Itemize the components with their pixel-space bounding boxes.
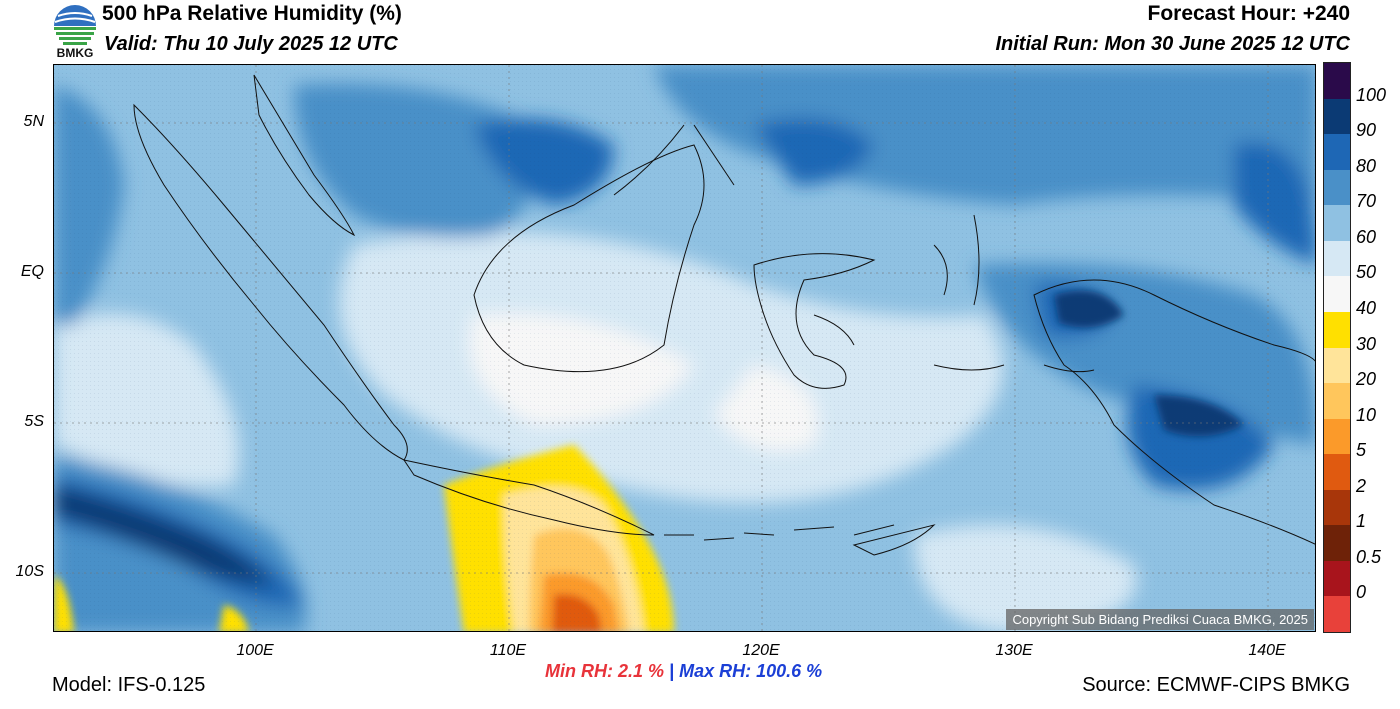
- colorbar-label: 60: [1356, 226, 1377, 247]
- min-max-readout: Min RH: 2.1 % | Max RH: 100.6 %: [545, 661, 822, 682]
- colorbar-label: 70: [1356, 191, 1377, 212]
- colorbar-segment: [1324, 240, 1350, 277]
- colorbar: [1323, 62, 1351, 633]
- colorbar-segment: [1324, 98, 1350, 135]
- colorbar-label: 2: [1356, 475, 1367, 496]
- min-rh-label: Min RH:: [545, 661, 613, 681]
- colorbar-label: 90: [1356, 120, 1377, 141]
- lat-label-5n: 5N: [23, 113, 44, 130]
- colorbar-label: 80: [1356, 155, 1377, 176]
- colorbar-segment: [1324, 383, 1350, 419]
- lat-label-5s: 5S: [24, 413, 44, 430]
- lat-label-10s: 10S: [15, 563, 44, 580]
- humidity-map: Copyright Sub Bidang Prediksi Cuaca BMKG…: [53, 64, 1316, 632]
- colorbar-segment: [1324, 489, 1350, 526]
- colorbar-label: 50: [1356, 262, 1377, 283]
- data-source: Source: ECMWF-CIPS BMKG: [1082, 674, 1350, 696]
- forecast-hour: Forecast Hour: +240: [1147, 2, 1351, 25]
- colorbar-label: 5: [1356, 440, 1367, 461]
- map-title: 500 hPa Relative Humidity (%): [102, 2, 402, 25]
- colorbar-segment: [1324, 169, 1350, 206]
- colorbar-segment: [1324, 311, 1350, 348]
- colorbar-segment: [1324, 134, 1350, 170]
- colorbar-label: 0: [1356, 582, 1367, 603]
- lon-label-140e: 140E: [1248, 642, 1286, 659]
- bmkg-logo-icon: [54, 5, 96, 45]
- humidity-field: [54, 65, 1315, 631]
- colorbar-segment: [1324, 63, 1350, 99]
- logo-text: BMKG: [56, 46, 94, 60]
- colorbar-segment: [1324, 525, 1350, 561]
- bmkg-logo: BMKG: [50, 2, 100, 60]
- colorbar-label: 30: [1356, 333, 1377, 354]
- min-rh-value: 2.1 %: [618, 661, 665, 681]
- max-rh-label: Max RH:: [679, 661, 752, 681]
- colorbar-label: 40: [1356, 297, 1377, 318]
- colorbar-label: 0.5: [1356, 546, 1382, 567]
- colorbar-label: 100: [1356, 84, 1387, 105]
- lon-label-110e: 110E: [489, 642, 527, 659]
- lon-label-120e: 120E: [742, 642, 780, 659]
- coastlines: [133, 74, 1315, 556]
- min-max-separator: |: [669, 661, 675, 681]
- colorbar-segment: [1324, 454, 1350, 490]
- colorbar-label: 10: [1356, 404, 1377, 425]
- lat-label-eq: EQ: [20, 263, 44, 280]
- lon-label-100e: 100E: [236, 642, 274, 659]
- colorbar-segment: [1324, 418, 1350, 455]
- colorbar-label: 1: [1356, 511, 1367, 532]
- copyright-notice: Copyright Sub Bidang Prediksi Cuaca BMKG…: [1006, 609, 1314, 630]
- colorbar-segment: [1324, 276, 1350, 312]
- colorbar-segment: [1324, 205, 1350, 241]
- colorbar-segment: [1324, 560, 1350, 597]
- valid-time: Valid: Thu 10 July 2025 12 UTC: [104, 33, 398, 55]
- initial-run: Initial Run: Mon 30 June 2025 12 UTC: [995, 33, 1350, 55]
- colorbar-segment: [1324, 596, 1350, 632]
- colorbar-segment: [1324, 347, 1350, 384]
- lon-label-130e: 130E: [995, 642, 1033, 659]
- max-rh-value: 100.6 %: [756, 661, 823, 681]
- model-name: Model: IFS-0.125: [52, 674, 206, 696]
- colorbar-label: 20: [1356, 369, 1377, 390]
